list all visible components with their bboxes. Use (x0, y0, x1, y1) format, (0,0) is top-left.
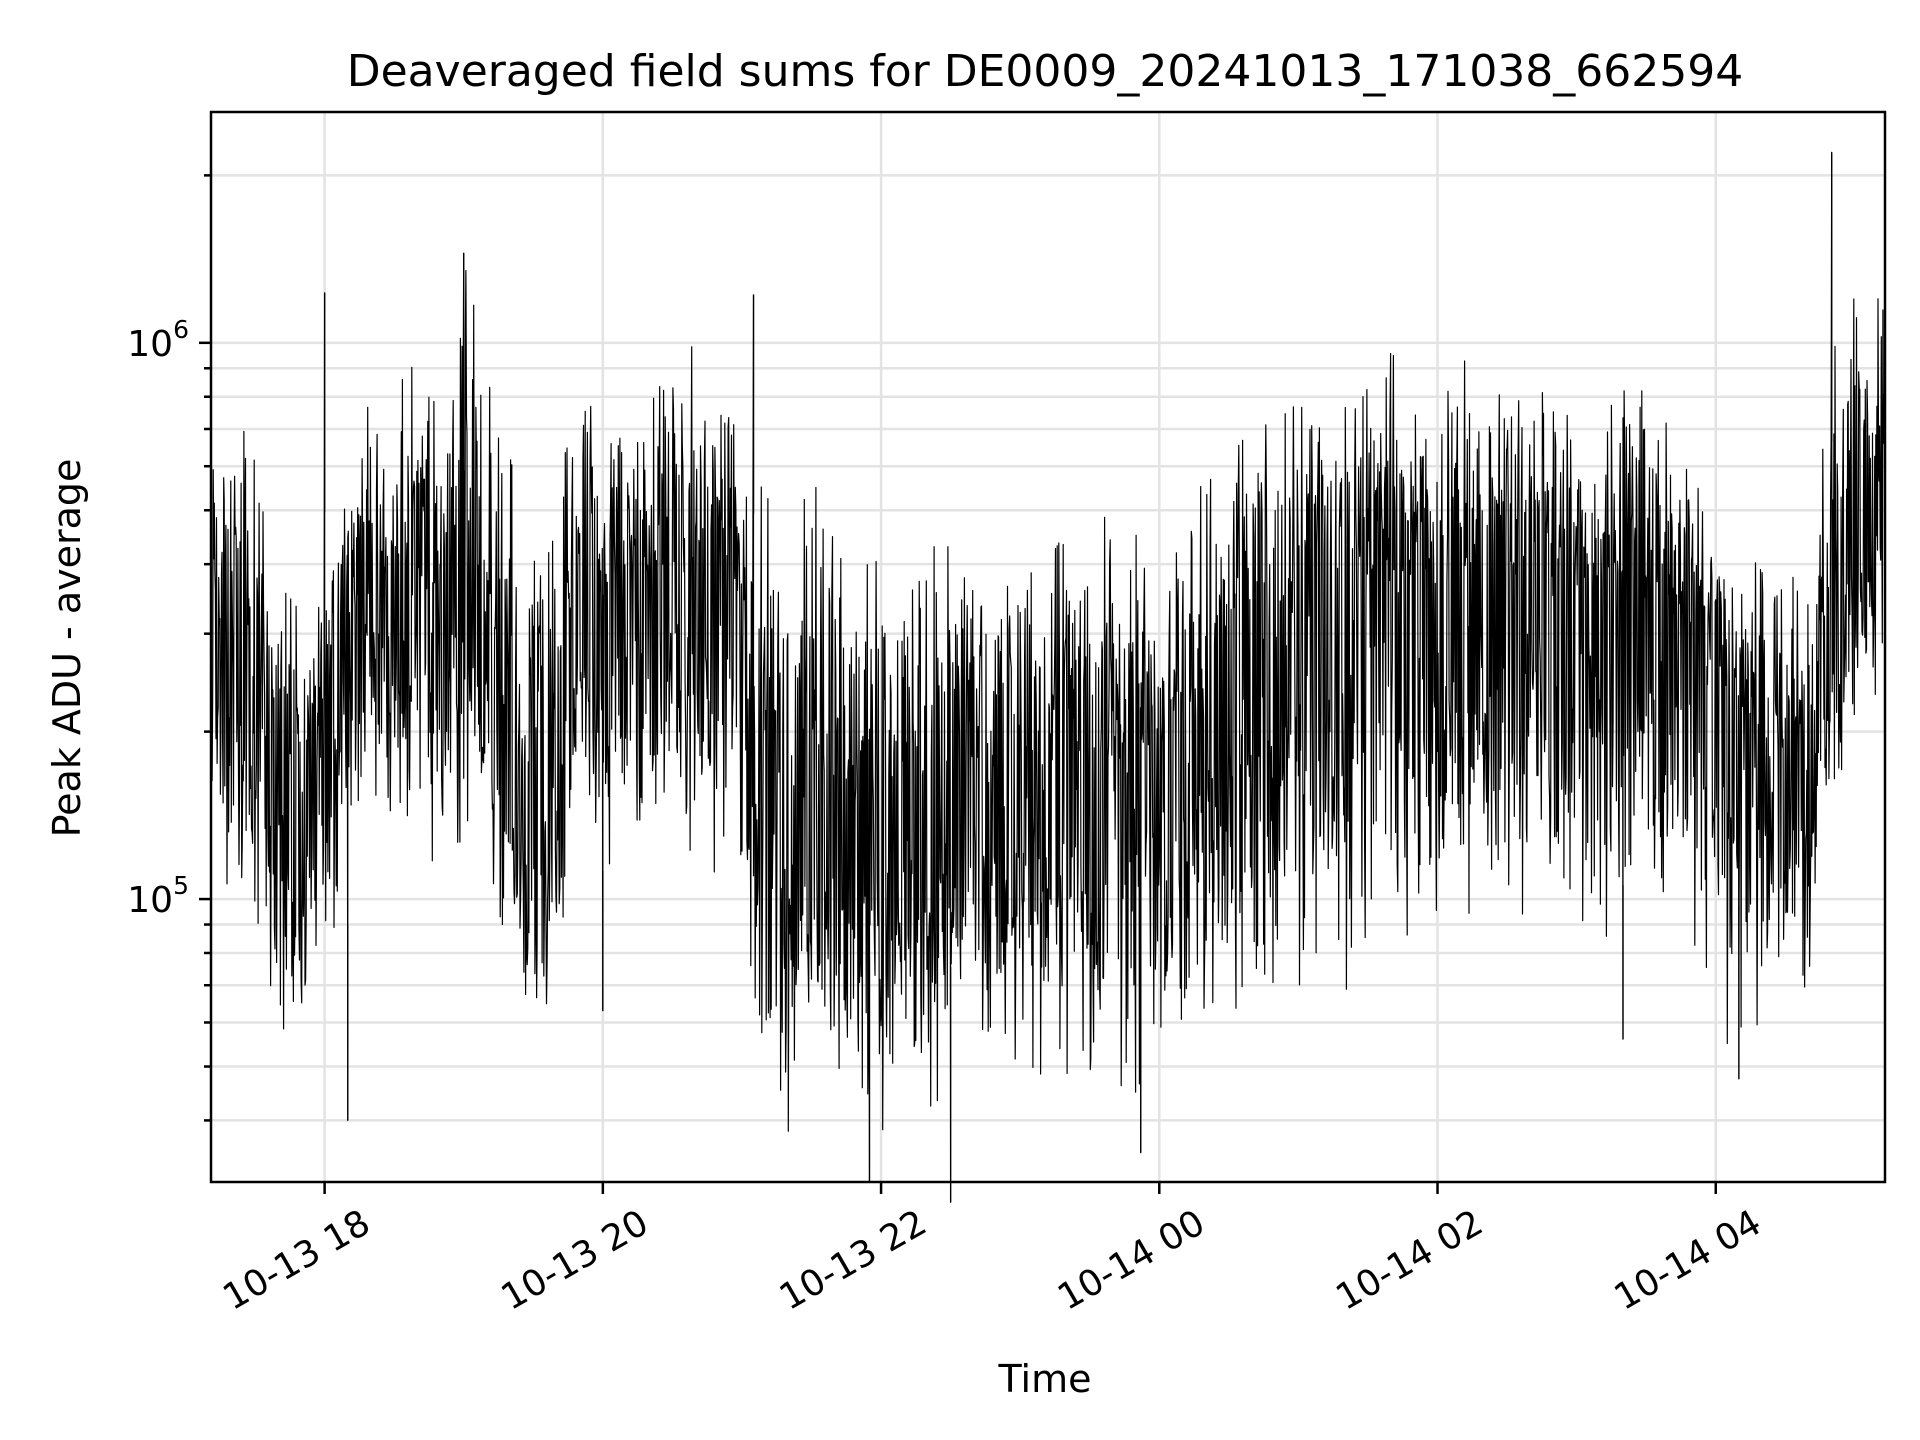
chart-title: Deaveraged field sums for DE0009_2024101… (347, 46, 1744, 97)
plot-frame (209, 110, 1887, 1184)
x-tick-label: 10-14 02 (1329, 1202, 1490, 1318)
y-axis-label: Peak ADU - average (45, 459, 89, 838)
x-tick-label: 10-13 22 (773, 1202, 934, 1318)
y-tick-label: 105 (127, 871, 189, 921)
x-tick-label: 10-14 00 (1051, 1202, 1212, 1318)
x-tick-label: 10-14 04 (1608, 1202, 1769, 1318)
x-tick-label: 10-13 18 (216, 1202, 377, 1318)
x-axis-label: Time (998, 1357, 1092, 1401)
series-line (210, 151, 1886, 1203)
series-group (210, 151, 1886, 1203)
x-axis: 10-13 18 10-13 20 10-13 22 10-14 00 10-14 02… (216, 1182, 1768, 1319)
y-tick-label: 106 (127, 315, 189, 365)
x-tick-label: 10-13 20 (495, 1202, 656, 1318)
y-axis: 105 106 (127, 174, 211, 1122)
